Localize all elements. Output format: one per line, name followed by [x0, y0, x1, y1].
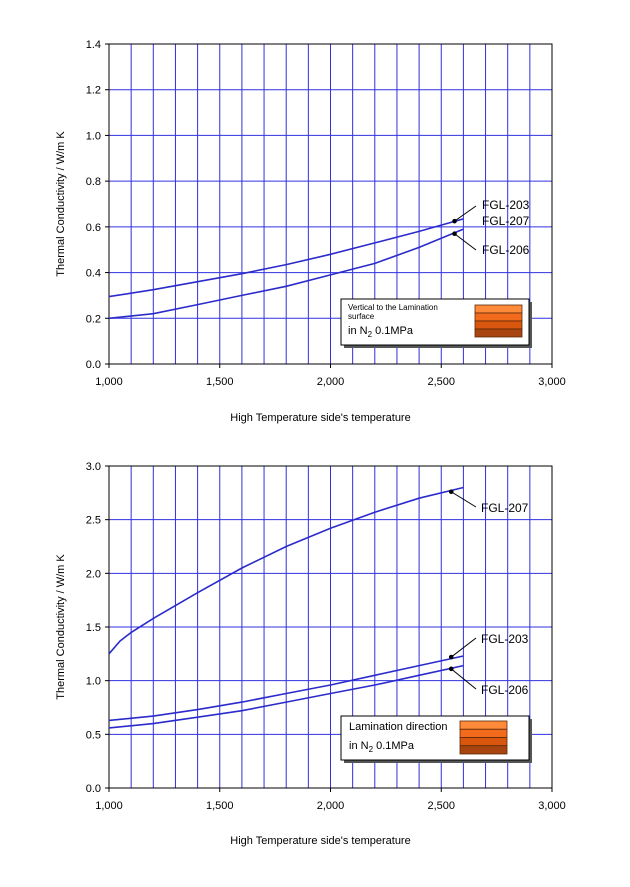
- y-tick-label: 0.6: [86, 222, 101, 234]
- x-tick-label: 1,500: [206, 376, 234, 388]
- plot-frame: [108, 43, 553, 365]
- leader-line: [454, 205, 477, 222]
- leader-line: [450, 668, 477, 690]
- material-swatch-layer: [474, 320, 523, 330]
- material-swatch-layer: [459, 720, 508, 730]
- series-marker: [452, 218, 457, 224]
- x-axis-title: High Temperature side's temperature: [230, 835, 410, 847]
- x-tick-label: 3,000: [538, 376, 566, 388]
- series-label-fgl-206: FGL-206: [481, 683, 529, 697]
- leader-line: [454, 233, 477, 251]
- series-label-fgl-207: FGL-207: [481, 501, 529, 515]
- y-tick-label: 0.5: [86, 729, 101, 741]
- series-marker: [448, 489, 454, 495]
- series-line-fgl-206: [108, 664, 464, 729]
- series-label-fgl-203: FGL-203: [481, 632, 529, 646]
- x-tick-label: 1,500: [206, 800, 234, 812]
- plot-frame: [108, 465, 553, 789]
- y-tick-label: 0.0: [86, 783, 101, 795]
- series-marker: [448, 654, 454, 660]
- material-swatch-layer: [459, 728, 508, 738]
- x-tick-label: 1,000: [95, 376, 123, 388]
- y-tick-label: 0.4: [86, 268, 101, 280]
- series-marker: [452, 231, 457, 237]
- legend-box-condition: in N2 0.1MPa: [348, 325, 414, 339]
- x-axis-title: High Temperature side's temperature: [230, 412, 410, 424]
- chart-bottom: 0.0 0.5 1.0 1.5 2.0 2.5 3.0 1,000 1,500 2,000 2,50…: [55, 461, 566, 847]
- legend-box-line1: Lamination direction: [349, 721, 447, 733]
- y-tick-label: 2.5: [86, 515, 101, 527]
- y-tick-label: 1.0: [86, 130, 101, 142]
- x-tick-label: 1,000: [95, 800, 123, 812]
- legend-box-condition: in N2 0.1MPa: [349, 740, 415, 754]
- series-marker: [448, 666, 454, 672]
- x-tick-label: 2,000: [317, 376, 345, 388]
- material-swatch-layer: [474, 304, 523, 314]
- x-tick-label: 3,000: [538, 800, 566, 812]
- y-tick-label: 2.0: [86, 568, 101, 580]
- chart-top: 0.0 0.2 0.4 0.6 0.8 1.0 1.2 1.4 1,000 1,500 2,000 2…: [55, 39, 566, 424]
- leader-line: [450, 491, 477, 508]
- series-line-fgl-203: [108, 655, 464, 722]
- series-line-fgl-207: [108, 486, 464, 655]
- series-label-fgl-207: FGL-207: [482, 214, 530, 228]
- series-label-fgl-206: FGL-206: [482, 243, 530, 257]
- x-tick-label: 2,000: [317, 800, 345, 812]
- y-tick-label: 1.4: [86, 39, 101, 51]
- x-tick-label: 2,500: [427, 376, 455, 388]
- series-line-fgl-206: [108, 228, 464, 320]
- material-swatch-layer: [459, 737, 508, 747]
- legend-box-line2: surface: [348, 312, 375, 321]
- material-swatch-layer: [459, 745, 508, 755]
- y-tick-label: 0.2: [86, 313, 101, 325]
- y-tick-label: 1.2: [86, 85, 101, 97]
- leader-line: [450, 637, 477, 658]
- series-line-fgl-203: [108, 218, 464, 298]
- y-tick-label: 3.0: [86, 461, 101, 473]
- y-axis-title: Thermal Conductivity / W/m K: [55, 131, 67, 277]
- y-axis-title: Thermal Conductivity / W/m K: [55, 554, 67, 700]
- y-tick-label: 0.0: [86, 359, 101, 371]
- legend-box-line1: Vertical to the Lamination: [348, 303, 438, 312]
- y-tick-label: 1.5: [86, 622, 101, 634]
- y-tick-label: 0.8: [86, 176, 101, 188]
- y-tick-label: 1.0: [86, 676, 101, 688]
- series-label-fgl-203: FGL-203: [482, 198, 530, 212]
- material-swatch-layer: [474, 312, 523, 322]
- x-tick-label: 2,500: [427, 800, 455, 812]
- material-swatch-layer: [474, 328, 523, 338]
